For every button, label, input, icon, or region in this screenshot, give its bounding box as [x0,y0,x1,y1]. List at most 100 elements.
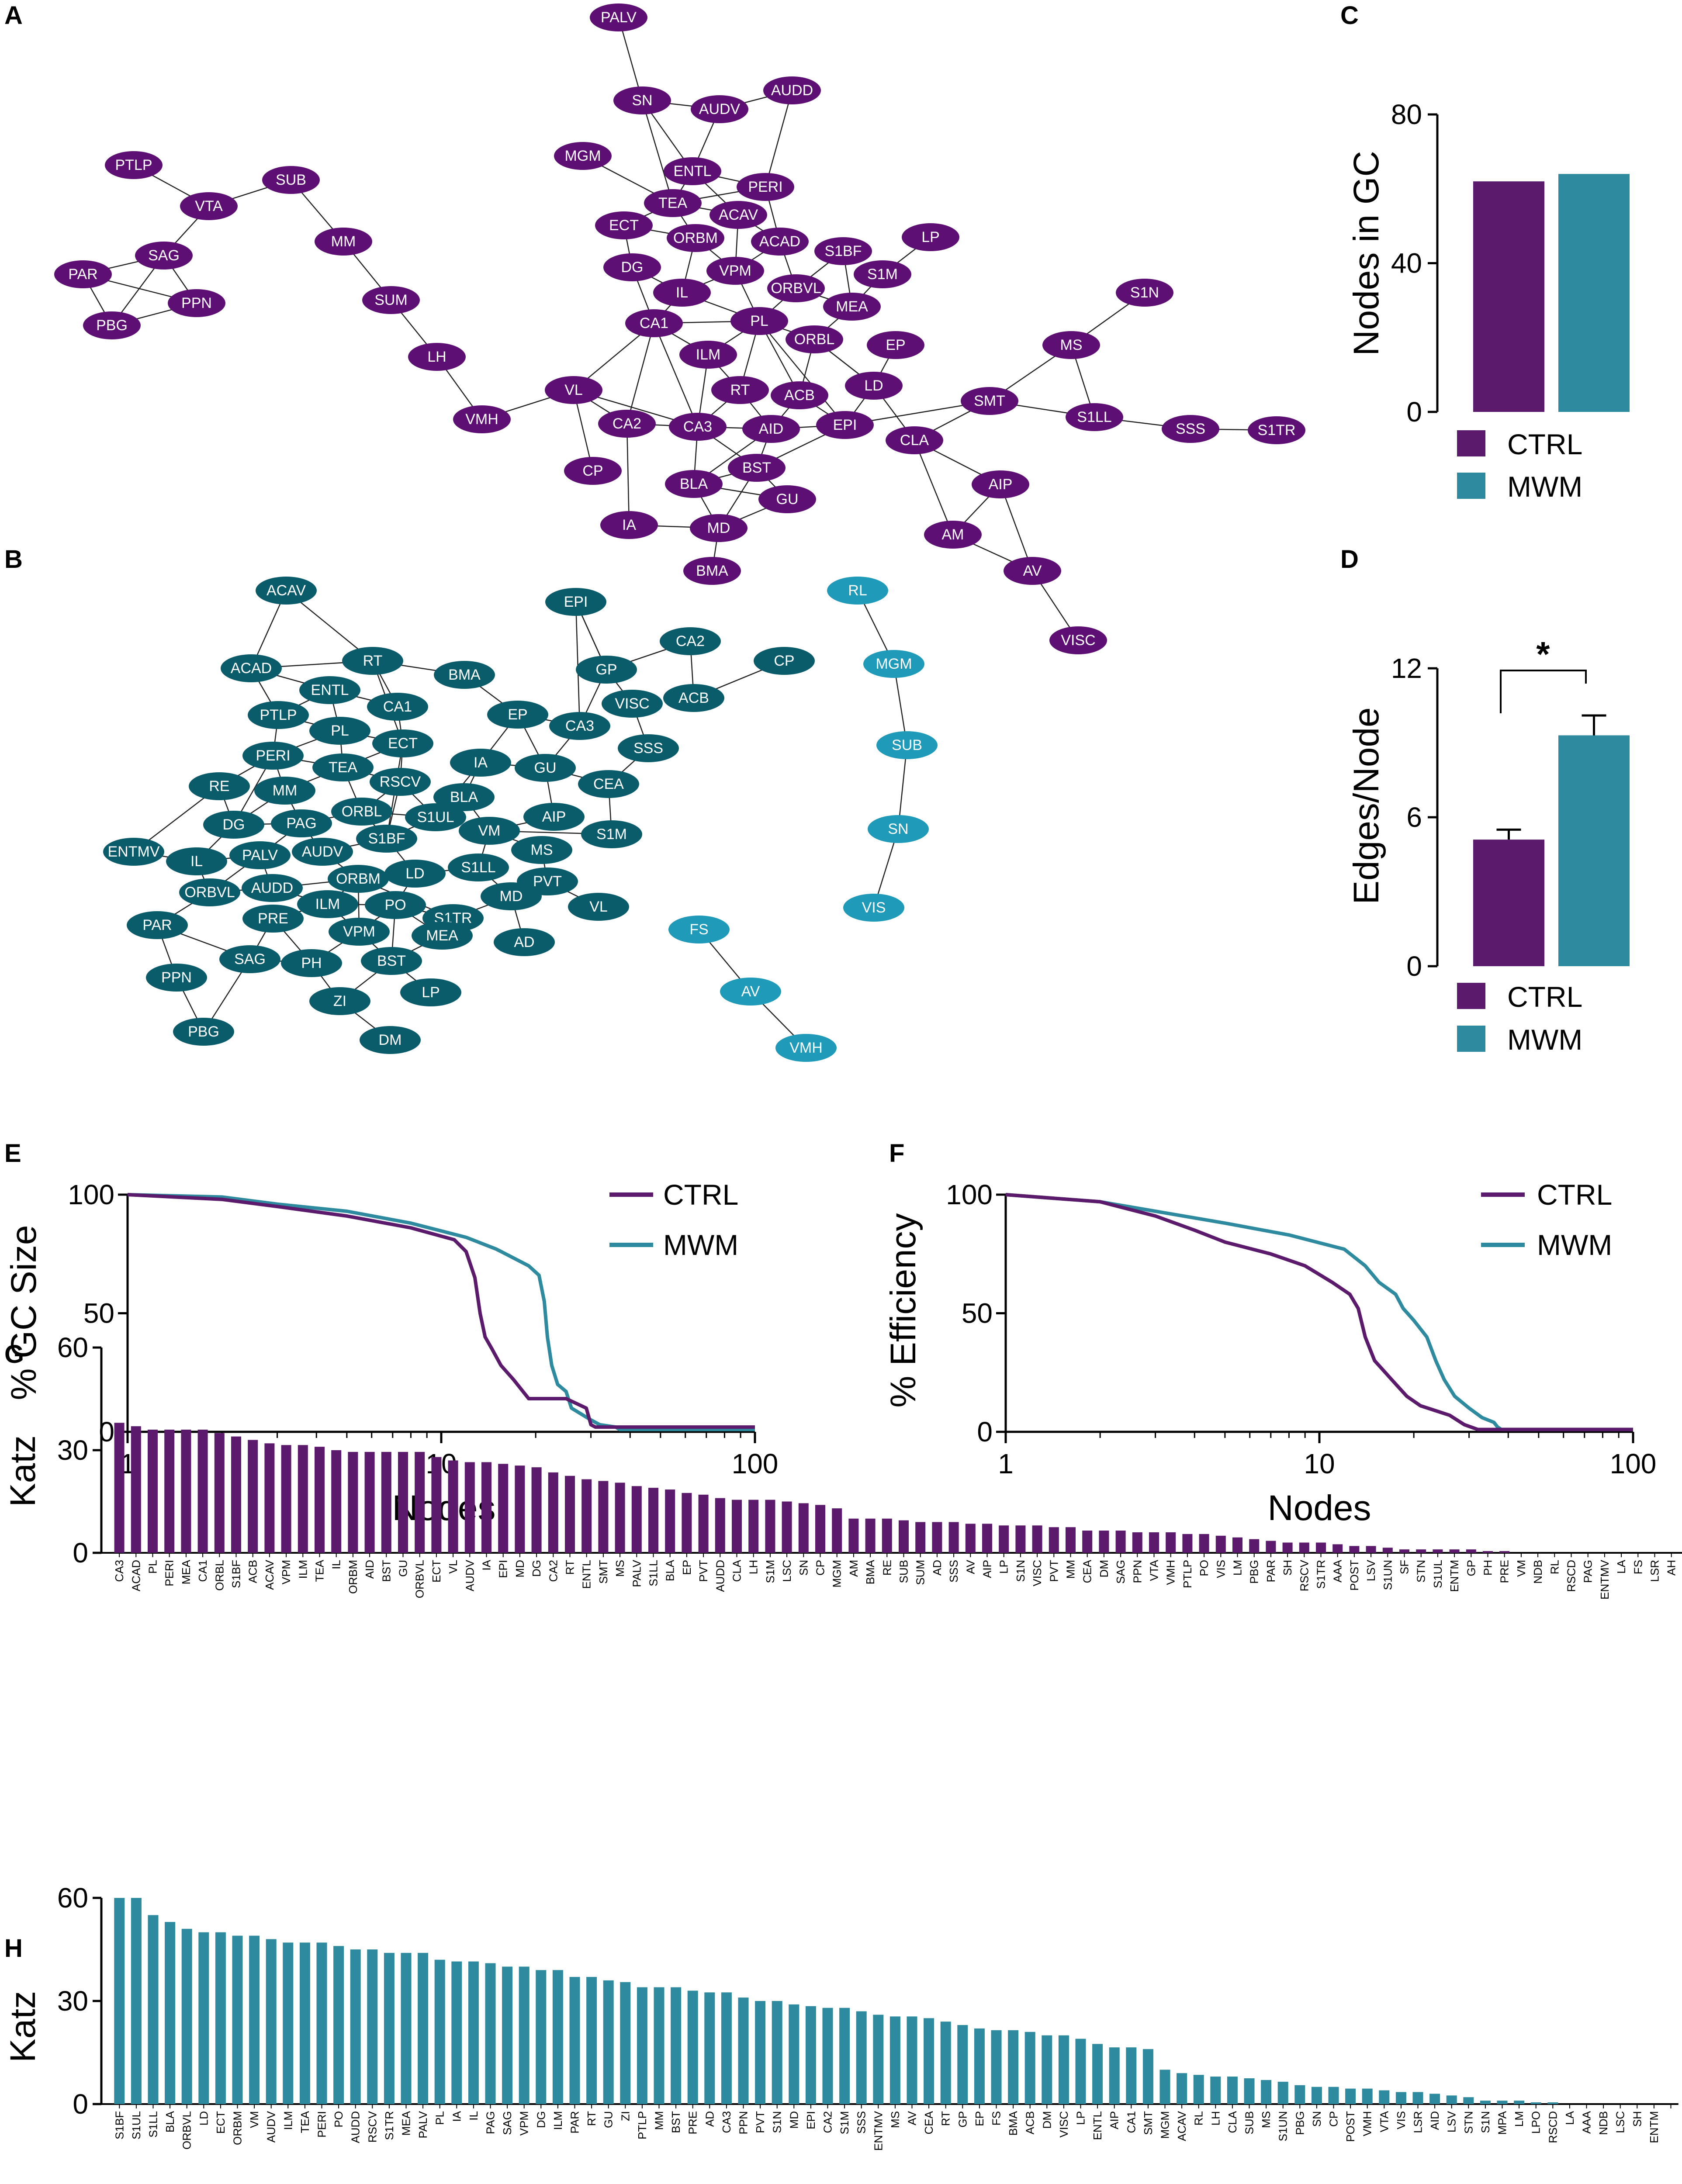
network-node-label: SAG [148,247,180,264]
x-tick-label: PERI [315,2111,329,2138]
x-tick-label: ILM [551,2111,564,2130]
bar [1282,1542,1293,1553]
x-tick-label: VL [446,1560,460,1574]
x-tick-label: IL [330,1560,343,1569]
bar [665,1489,675,1553]
bar [1024,2032,1035,2104]
network-node [297,890,358,918]
x-tick-label: SMT [597,1560,610,1584]
network-node [625,309,683,337]
network-node-label: MGM [876,656,912,672]
network-edge [641,100,674,204]
network-node-label: SSS [1176,421,1205,437]
network-node-label: IL [676,284,688,301]
network-node-label: SUB [892,737,922,753]
network-node-label: RT [730,382,750,398]
network-node [758,485,816,513]
legend-label-ctrl: CTRL [663,1178,738,1211]
network-node [690,514,748,542]
bar [738,1997,749,2104]
x-tick-label: MEA [400,2111,413,2136]
network-node [854,260,911,288]
network-edge [759,321,845,425]
bar-chart-nodes-in-gc: Nodes in GC 0 40 80 CTRL MWM [1346,99,1630,503]
network-node [103,838,164,866]
bar [620,1982,631,2104]
bar [1199,1534,1209,1553]
legend-swatch-mwm [1457,1026,1485,1052]
network-node [602,690,663,718]
network-node-label: PALV [601,9,637,26]
bar [1294,2085,1305,2104]
bar [485,1963,496,2104]
x-tick-label: PAG [484,2111,497,2134]
x-tick-label: 1 [998,1448,1014,1479]
network-node [1004,557,1061,585]
y-tick-label: 6 [1406,802,1422,833]
bar [1362,2088,1373,2104]
network-node [663,684,724,712]
y-tick-label: 0 [1406,950,1422,982]
network-node [448,854,509,881]
network-node [720,978,781,1006]
x-tick-label: CP [1327,2111,1340,2127]
network-node-label: BLA [450,789,478,805]
x-tick-label: PRE [686,2111,699,2134]
network-node [309,717,370,745]
panel-letter-g: G [4,1340,24,1368]
y-tick-label: 30 [57,1434,88,1466]
network-node [434,661,495,689]
bar [1232,1537,1242,1553]
network-node [667,224,724,252]
bar [1483,1551,1493,1553]
network-node [1248,416,1305,444]
bar [249,1935,260,2104]
x-tick-label: NDB [1531,1560,1544,1584]
bar [1416,1549,1426,1553]
network-node-label: CP [774,653,794,669]
network-node-label: S1M [867,266,898,283]
network-node-label: ORBM [336,871,381,887]
network-node [180,192,238,220]
network-node [179,878,240,906]
network-node-label: RL [848,582,867,599]
network-node [845,372,903,400]
network-node [54,260,112,288]
bar [586,1977,597,2104]
network-node-label: AM [942,526,964,543]
x-tick-label: PTLP [1181,1560,1194,1588]
network-node [494,928,555,956]
network-node [203,811,264,839]
x-tick-label: SUB [897,1560,910,1583]
network-node [242,742,304,770]
x-tick-label: BMA [1007,2111,1020,2136]
network-node [706,257,764,285]
x-tick-label: ORBM [231,2111,244,2145]
x-tick-label: 10 [1304,1448,1335,1479]
network-node-label: VMH [465,411,498,428]
network-node-label: MEA [836,298,868,315]
bar [448,1460,458,1553]
bar [415,1451,425,1553]
x-tick-label: ILM [296,1560,309,1579]
bar [603,1980,614,2104]
network-node-label: PL [331,722,349,739]
bar [648,1488,658,1553]
bar [148,1915,159,2104]
bar [364,1451,375,1553]
network-node-label: VM [478,822,501,839]
x-tick-label: AID [1428,2111,1441,2130]
x-tick-label: SAG [501,2111,514,2135]
network-node [361,947,422,975]
network-node [105,151,163,179]
x-tick-label: PAG [1582,1560,1595,1583]
x-tick-label: VM [1515,1560,1528,1577]
bar [114,1423,125,1553]
legend-label-mwm: MWM [1537,1229,1612,1261]
network-node-label: DM [379,1032,402,1048]
network-node [367,693,428,721]
network-node [816,411,874,439]
x-tick-label: BST [669,2111,682,2133]
x-tick-label: CEA [922,2111,935,2134]
bar [1115,1531,1126,1553]
